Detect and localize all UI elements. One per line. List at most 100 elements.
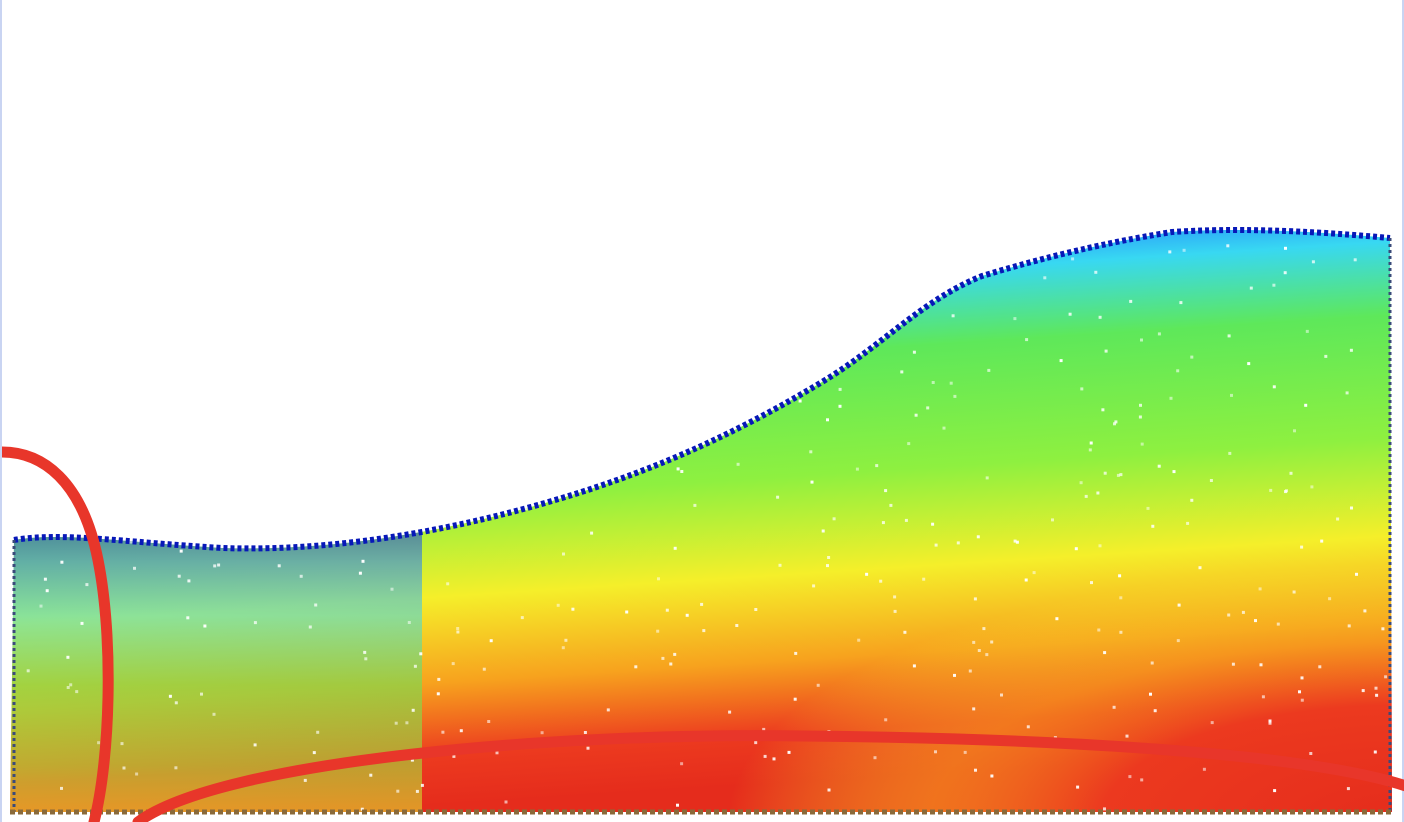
particle-speckle [1268,719,1272,723]
particle-speckle [257,384,261,388]
particle-speckle [838,404,842,408]
particle-speckle [1176,639,1180,643]
particle-speckle [24,403,28,407]
particle-speckle [1179,301,1183,305]
particle-speckle [590,531,594,535]
particle-speckle [1138,415,1142,419]
particle-speckle [754,608,758,611]
particle-speckle [1080,387,1084,391]
particle-speckle [482,667,486,671]
particle-speckle [676,803,679,807]
particle-speckle [1149,692,1152,696]
particle-speckle [735,624,739,627]
particle-speckle [169,260,173,264]
particle-speckle [1157,332,1161,336]
particle-speckle [1373,750,1377,754]
particle-speckle [893,595,897,599]
particle-speckle [821,529,825,533]
particle-speckle [907,442,911,446]
particle-speckle [763,754,767,758]
particle-speckle [987,368,991,372]
particle-speckle [1150,661,1154,665]
particle-speckle [1305,329,1309,333]
particle-speckle [1177,603,1181,607]
particle-speckle [535,337,538,341]
particle-speckle [316,508,320,512]
particle-speckle [253,743,257,747]
particle-speckle [953,394,957,398]
particle-speckle [583,731,587,734]
particle-speckle [1269,488,1273,492]
particle-speckle [1140,338,1143,342]
particle-speckle [52,444,56,448]
particle-speckle [973,597,977,601]
particle-speckle [352,436,356,440]
particle-speckle [642,259,646,262]
particle-speckle [731,333,734,337]
particle-speckle [673,652,677,656]
particle-speckle [931,522,935,526]
particle-speckle [66,686,70,689]
particle-speckle [1096,491,1100,495]
particle-speckle [456,627,460,630]
particle-speckle [290,481,294,485]
particle-speckle [1077,249,1081,253]
particle-speckle [495,751,499,755]
particle-speckle [931,381,935,384]
particle-speckle [832,517,836,521]
particle-speckle [126,309,130,313]
particle-speckle [389,281,393,285]
particle-speckle [1034,251,1038,255]
particle-speckle [1272,385,1276,389]
particle-speckle [487,720,491,723]
particle-speckle [602,284,605,287]
particle-speckle [571,607,575,611]
particle-speckle [857,638,861,642]
particle-speckle [956,541,960,545]
particle-speckle [142,343,146,347]
particle-speckle [168,694,172,698]
particle-speckle [826,418,829,422]
particle-speckle [85,583,89,587]
particle-speckle [783,288,787,292]
particle-speckle [1309,752,1313,755]
particle-speckle [884,489,888,493]
particle-speckle [1068,312,1072,316]
particle-speckle [824,292,828,296]
particle-speckle [411,708,415,712]
particle-speckle [535,366,539,370]
particle-speckle [1090,581,1093,585]
particle-speckle [415,789,419,793]
particle-speckle [1289,471,1293,475]
particle-speckle [1231,662,1235,666]
particle-speckle [855,467,859,471]
particle-speckle [132,471,136,475]
particle-speckle [1300,676,1304,680]
particle-speckle [816,683,820,687]
particle-speckle [656,629,660,633]
particle-speckle [456,630,460,634]
particle-speckle [561,646,565,650]
particle-speckle [293,310,297,314]
particle-speckle [1276,622,1280,626]
particle-speckle [97,741,101,745]
particle-speckle [1094,270,1098,274]
particle-speckle [174,701,178,705]
particle-speckle [1247,362,1251,366]
particle-speckle [17,246,21,250]
particle-speckle [1310,485,1314,489]
particle-speckle [1298,690,1301,694]
particle-speckle [1285,489,1288,493]
particle-speckle [1074,547,1078,551]
particle-speckle [452,754,456,758]
particle-speckle [881,521,885,525]
particle-speckle [1300,545,1304,549]
particle-speckle [437,677,441,681]
particle-speckle [562,552,565,556]
particle-speckle [903,630,907,634]
particle-speckle [850,277,854,281]
particle-speckle [972,640,976,644]
particle-speckle [173,341,177,345]
particle-speckle [1293,429,1296,433]
particle-speckle [1000,693,1003,697]
